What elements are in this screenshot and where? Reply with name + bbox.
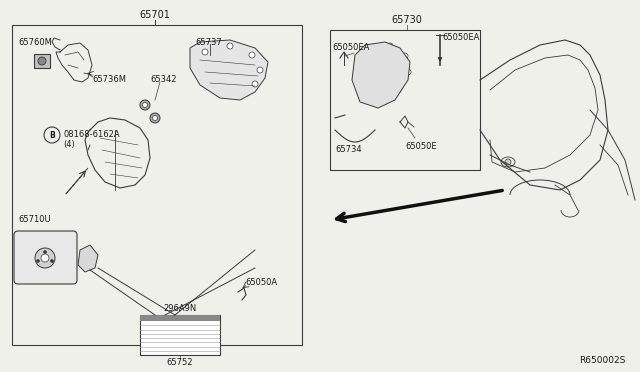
- Text: 65050A: 65050A: [245, 278, 277, 287]
- Text: R650002S: R650002S: [579, 356, 625, 365]
- Text: B: B: [49, 131, 55, 140]
- Circle shape: [143, 103, 147, 108]
- Text: 65701: 65701: [140, 10, 170, 20]
- Text: 296A9N: 296A9N: [163, 304, 196, 313]
- Circle shape: [505, 159, 511, 165]
- Bar: [12, 25, 302, 345]
- Circle shape: [371, 97, 377, 103]
- Text: (4): (4): [63, 140, 75, 149]
- Text: 65736M: 65736M: [92, 75, 126, 84]
- Text: 65342: 65342: [150, 75, 177, 84]
- Text: 65050EA: 65050EA: [332, 43, 369, 52]
- Bar: [330, 30, 480, 170]
- Text: 65050E: 65050E: [405, 142, 436, 151]
- Text: 65710U: 65710U: [18, 215, 51, 224]
- Circle shape: [150, 113, 160, 123]
- Bar: [34, 54, 50, 68]
- Circle shape: [41, 254, 49, 262]
- Bar: [140, 315, 220, 321]
- Circle shape: [395, 87, 401, 93]
- Polygon shape: [78, 245, 98, 272]
- Circle shape: [36, 260, 40, 263]
- Circle shape: [249, 52, 255, 58]
- Text: 65737: 65737: [195, 38, 221, 47]
- Circle shape: [365, 49, 371, 55]
- Circle shape: [44, 250, 47, 253]
- Text: 65050EA: 65050EA: [442, 33, 479, 42]
- Polygon shape: [190, 40, 268, 100]
- Polygon shape: [352, 42, 410, 108]
- Circle shape: [387, 43, 393, 49]
- Text: 08168-6162A: 08168-6162A: [63, 130, 120, 139]
- Bar: [140, 315, 220, 355]
- Circle shape: [51, 260, 54, 263]
- Circle shape: [257, 67, 263, 73]
- Circle shape: [140, 100, 150, 110]
- Text: 65730: 65730: [392, 15, 422, 25]
- Circle shape: [202, 49, 208, 55]
- FancyBboxPatch shape: [14, 231, 77, 284]
- Circle shape: [152, 115, 157, 121]
- Circle shape: [405, 69, 411, 75]
- Circle shape: [402, 53, 408, 59]
- Circle shape: [35, 248, 55, 268]
- Text: 65760M: 65760M: [18, 38, 52, 47]
- Text: 65734: 65734: [335, 145, 362, 154]
- Text: 65752: 65752: [167, 358, 193, 367]
- Circle shape: [227, 43, 233, 49]
- Circle shape: [252, 81, 258, 87]
- Circle shape: [38, 57, 46, 65]
